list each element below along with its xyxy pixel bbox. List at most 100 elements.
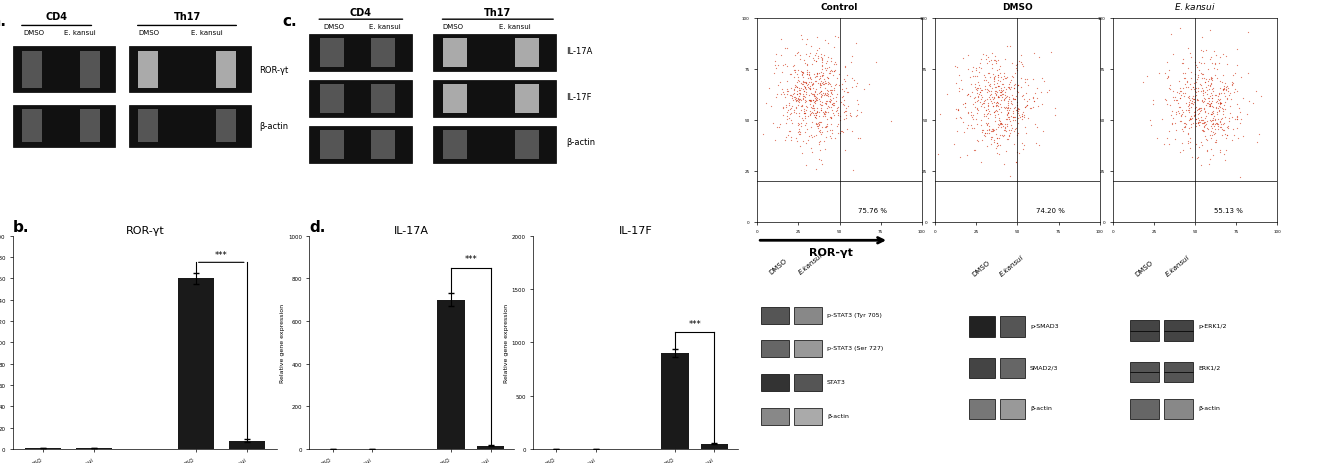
Point [785, 84, 806, 92]
Point [1166, 89, 1187, 97]
Point [936, 91, 957, 98]
Point [819, 98, 840, 105]
Point [794, 110, 815, 117]
Point [963, 101, 984, 108]
Point [977, 100, 998, 107]
Point [1008, 82, 1029, 90]
Bar [309, 81, 412, 118]
Point [963, 147, 984, 154]
Point [803, 112, 824, 119]
Point [830, 117, 851, 124]
Point [988, 103, 1009, 111]
Point [977, 120, 998, 128]
Point [817, 92, 838, 100]
Point [1011, 61, 1033, 68]
Point [992, 88, 1013, 96]
Point [1180, 69, 1201, 76]
Point [961, 125, 982, 132]
Point [1179, 94, 1200, 101]
Point [1011, 140, 1033, 147]
Point [795, 79, 817, 87]
Point [843, 77, 864, 85]
Point [1222, 72, 1243, 80]
Text: E. kansui: E. kansui [369, 24, 400, 30]
Point [1201, 103, 1222, 111]
Point [811, 73, 832, 81]
Point [994, 95, 1015, 102]
Text: p-SMAD3: p-SMAD3 [1030, 323, 1059, 328]
Point [977, 101, 998, 109]
Point [1195, 97, 1216, 104]
Bar [25, 448, 61, 449]
Point [992, 131, 1013, 139]
Point [819, 105, 840, 112]
Point [972, 101, 993, 109]
Point [1013, 146, 1034, 153]
Point [1192, 92, 1213, 100]
Point [805, 110, 826, 117]
Point [1159, 87, 1180, 94]
Point [820, 115, 842, 123]
Point [1196, 87, 1217, 94]
Point [827, 75, 848, 83]
Point [802, 109, 823, 116]
Point [838, 103, 859, 110]
Point [819, 81, 840, 88]
Point [835, 112, 856, 119]
Point [795, 110, 817, 118]
Point [977, 106, 998, 113]
Point [990, 124, 1011, 131]
Point [819, 132, 840, 140]
Point [975, 131, 996, 138]
Point [799, 112, 820, 119]
Point [976, 52, 997, 60]
Point [788, 93, 809, 100]
Point [813, 113, 834, 121]
Point [781, 120, 802, 128]
Point [788, 77, 809, 85]
Point [984, 78, 1005, 85]
Point [1169, 88, 1191, 96]
Point [809, 128, 830, 135]
Point [801, 134, 822, 142]
Point [1192, 128, 1213, 136]
Point [1193, 119, 1214, 126]
Point [1006, 132, 1027, 139]
Point [1189, 105, 1210, 112]
Point [976, 107, 997, 115]
Point [998, 110, 1019, 118]
Point [803, 91, 824, 99]
Point [815, 98, 836, 106]
Point [1208, 100, 1229, 107]
Point [1189, 119, 1210, 126]
Point [806, 97, 827, 105]
Point [975, 133, 996, 140]
Point [1209, 91, 1230, 99]
Point [1027, 85, 1048, 92]
Point [1002, 114, 1023, 122]
Point [979, 58, 1000, 66]
Point [1006, 93, 1027, 100]
Point [1200, 83, 1221, 90]
Point [994, 92, 1015, 99]
Point [832, 93, 853, 100]
Point [957, 110, 979, 118]
Point [802, 81, 823, 88]
Point [793, 79, 814, 87]
Point [986, 143, 1008, 150]
Point [947, 128, 968, 135]
Point [1164, 94, 1185, 102]
Point [979, 82, 1000, 89]
Point [788, 129, 809, 137]
Point [795, 80, 817, 88]
Point [797, 72, 818, 79]
Point [1233, 95, 1254, 103]
Point [795, 41, 817, 49]
Point [1011, 63, 1033, 70]
Point [1168, 78, 1189, 86]
Point [1196, 149, 1217, 156]
Point [786, 91, 807, 99]
Point [1180, 121, 1201, 128]
Point [799, 86, 820, 94]
Point [823, 87, 844, 94]
